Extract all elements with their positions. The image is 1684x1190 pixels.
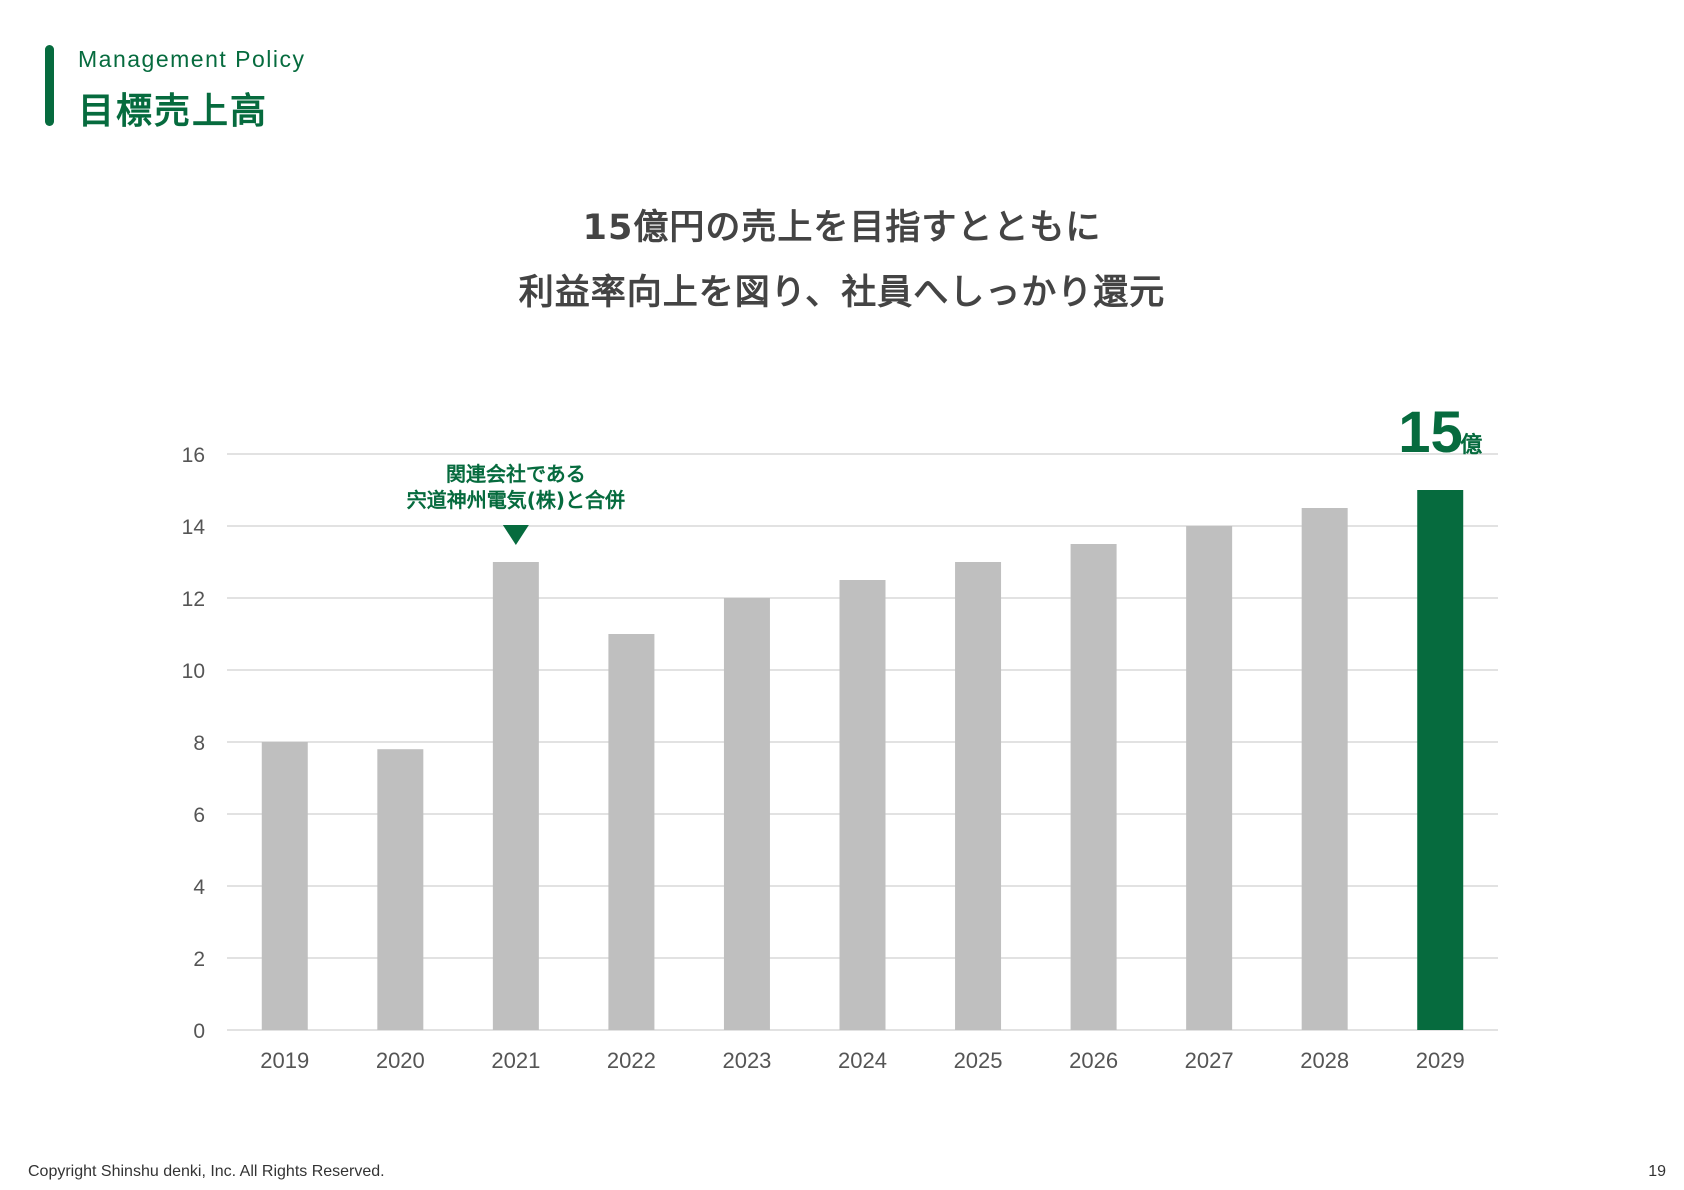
x-tick-label: 2027: [1185, 1048, 1234, 1073]
annotation-arrow-icon: [502, 525, 529, 545]
footer-copyright: Copyright Shinshu denki, Inc. All Rights…: [28, 1163, 385, 1180]
x-tick-label: 2026: [1069, 1048, 1118, 1073]
page-title: 目標売上高: [78, 91, 269, 132]
headline-line-1: 15億円の売上を目指すとともに: [582, 208, 1102, 248]
x-tick-label: 2023: [722, 1048, 771, 1073]
y-tick-label: 2: [193, 948, 205, 971]
bar-2027: [1186, 526, 1233, 1030]
y-tick-label: 4: [193, 876, 205, 899]
annotation-line-1: 関連会社である: [446, 462, 586, 486]
headline-line-2: 利益率向上を図り、社員へしっかり還元: [518, 273, 1166, 313]
bar-2028: [1301, 508, 1348, 1030]
highlight-unit-label: 億: [1460, 432, 1482, 458]
y-tick-label: 0: [193, 1020, 205, 1043]
bar-2025: [955, 562, 1002, 1030]
bar-2022: [608, 634, 655, 1030]
x-tick-label: 2024: [838, 1048, 887, 1073]
header-accent-bar: [45, 45, 54, 126]
annotation-line-2: 宍道神州電気(株)と合併: [407, 488, 625, 512]
y-tick-label: 6: [193, 804, 205, 827]
y-tick-label: 12: [182, 588, 205, 611]
bar-2024: [839, 580, 886, 1030]
x-tick-label: 2022: [607, 1048, 656, 1073]
bar-2023: [723, 598, 770, 1030]
revenue-bar-chart: 0 2 4 6 8 10 12 14 16 2019 2020 2021 2022 2023 2024 202…: [182, 400, 1498, 1073]
bar-2020: [377, 749, 424, 1030]
x-tick-label: 2021: [491, 1048, 540, 1073]
bar-2026: [1070, 544, 1117, 1030]
y-tick-label: 10: [182, 660, 205, 683]
bar-2019: [261, 742, 308, 1030]
bar-2029: [1417, 490, 1464, 1030]
bar-2021: [492, 562, 539, 1030]
x-tick-label: 2029: [1416, 1048, 1465, 1073]
y-tick-label: 14: [182, 516, 206, 539]
x-tick-label: 2019: [260, 1048, 309, 1073]
x-tick-label: 2020: [376, 1048, 425, 1073]
y-tick-label: 16: [182, 444, 205, 467]
highlight-value-label: 15: [1398, 400, 1463, 465]
page-number: 19: [1648, 1163, 1666, 1180]
x-tick-label: 2028: [1300, 1048, 1349, 1073]
y-tick-label: 8: [193, 732, 205, 755]
x-tick-label: 2025: [954, 1048, 1003, 1073]
section-label: Management Policy: [78, 46, 306, 72]
